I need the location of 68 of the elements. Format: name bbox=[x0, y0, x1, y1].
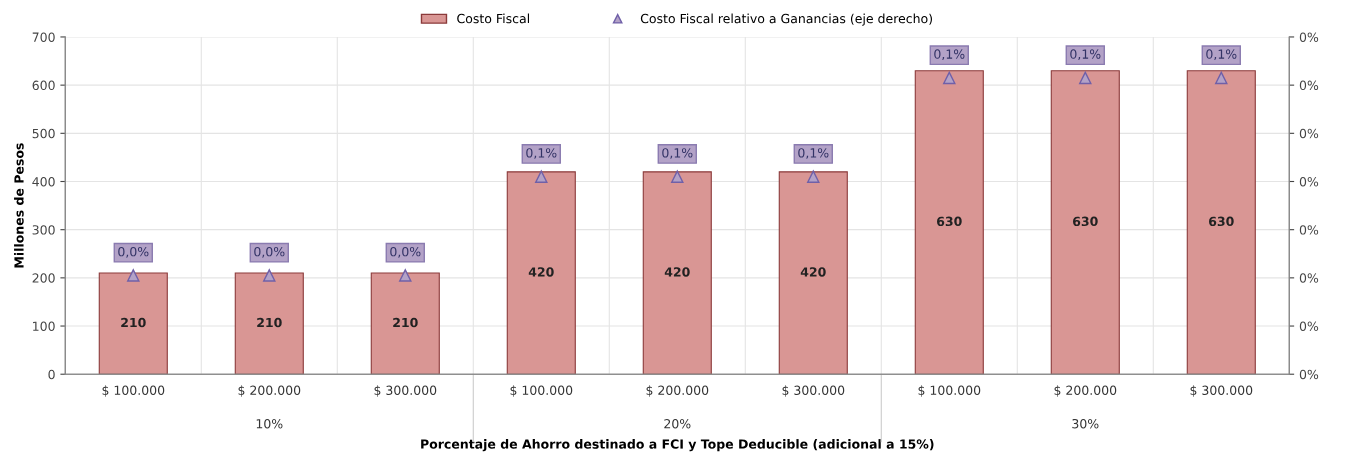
y-tick-label: 600 bbox=[32, 80, 55, 91]
bar bbox=[778, 171, 848, 375]
bar bbox=[234, 272, 304, 375]
data-label: 630 bbox=[1209, 216, 1234, 227]
y-tick-label: 400 bbox=[32, 176, 55, 187]
point bbox=[263, 269, 276, 282]
y2-tick-label: 0% bbox=[1299, 369, 1319, 380]
y2-tick-label: 0% bbox=[1299, 128, 1319, 139]
x-tick-label: $ 100.000 bbox=[102, 385, 165, 397]
data-label: 420 bbox=[800, 267, 826, 277]
data-label: 0,1% bbox=[934, 49, 965, 61]
bar bbox=[506, 171, 576, 375]
data-label: 210 bbox=[121, 317, 146, 328]
data-label: 420 bbox=[664, 267, 690, 277]
data-label: 0,1% bbox=[798, 148, 829, 159]
y-tick-label: 0 bbox=[48, 369, 55, 380]
point bbox=[671, 170, 684, 183]
bar bbox=[642, 171, 712, 375]
x-tick-label: $ 300.000 bbox=[1190, 385, 1253, 397]
bar bbox=[1186, 70, 1256, 375]
data-label: 0,1% bbox=[662, 148, 693, 159]
bar bbox=[914, 70, 984, 375]
y2-tick-label: 0% bbox=[1299, 80, 1319, 91]
x-tick-label: $ 200.000 bbox=[646, 385, 709, 397]
point bbox=[535, 170, 548, 183]
legend-label: Costo Fiscal bbox=[457, 13, 529, 24]
text: 20% bbox=[664, 418, 691, 429]
x-tick-label: $ 100.000 bbox=[918, 385, 981, 397]
data-label: 0,0% bbox=[390, 246, 421, 258]
y2-tick-label: 0% bbox=[1299, 273, 1319, 283]
x-tick-label: $ 300.000 bbox=[374, 385, 437, 397]
y2-tick-label: 0% bbox=[1299, 225, 1319, 235]
y-tick-label: 700 bbox=[32, 32, 55, 42]
x-tick-label: $ 100.000 bbox=[510, 385, 573, 397]
x-tick-label: $ 200.000 bbox=[238, 385, 301, 397]
point bbox=[399, 269, 412, 282]
point bbox=[807, 170, 820, 183]
x-tick-label: $ 200.000 bbox=[1054, 385, 1117, 397]
data-label: 630 bbox=[937, 216, 962, 227]
y-axis-title: Millones de Pesos bbox=[14, 143, 24, 268]
data-label: 0,1% bbox=[1070, 49, 1101, 61]
data-label: 210 bbox=[257, 317, 282, 328]
point bbox=[127, 269, 140, 282]
y2-tick-label: 0% bbox=[1299, 176, 1319, 187]
y2-tick-label: 0% bbox=[1299, 321, 1319, 331]
y-tick-label: 300 bbox=[32, 225, 55, 235]
data-label: 0,1% bbox=[1206, 49, 1237, 61]
y2-tick-label: 0% bbox=[1299, 32, 1319, 42]
y-tick-label: 100 bbox=[33, 321, 55, 331]
data-label: 0,1% bbox=[526, 148, 557, 159]
bar bbox=[98, 272, 168, 375]
data-label: 0,0% bbox=[254, 246, 285, 258]
y-tick-label: 200 bbox=[32, 273, 55, 283]
data-label: 420 bbox=[528, 267, 554, 277]
bar bbox=[370, 272, 440, 375]
data-label: 630 bbox=[1073, 216, 1098, 227]
legend-label: Costo Fiscal relativo a Ganancias (eje derecho) bbox=[640, 13, 932, 26]
data-label: 0,0% bbox=[118, 246, 149, 258]
bar bbox=[1050, 70, 1120, 375]
point bbox=[1215, 71, 1228, 85]
y-tick-label: 500 bbox=[32, 128, 55, 139]
text: 10% bbox=[256, 418, 283, 429]
x-tick-label: $ 300.000 bbox=[782, 385, 845, 397]
point bbox=[943, 71, 956, 85]
text: 30% bbox=[1072, 418, 1099, 429]
data-label: 210 bbox=[393, 317, 418, 328]
x-axis-title: Porcentaje de Ahorro destinado a FCI y Tope Deducible (adicional a 15%) bbox=[421, 439, 934, 452]
point bbox=[1079, 71, 1092, 85]
